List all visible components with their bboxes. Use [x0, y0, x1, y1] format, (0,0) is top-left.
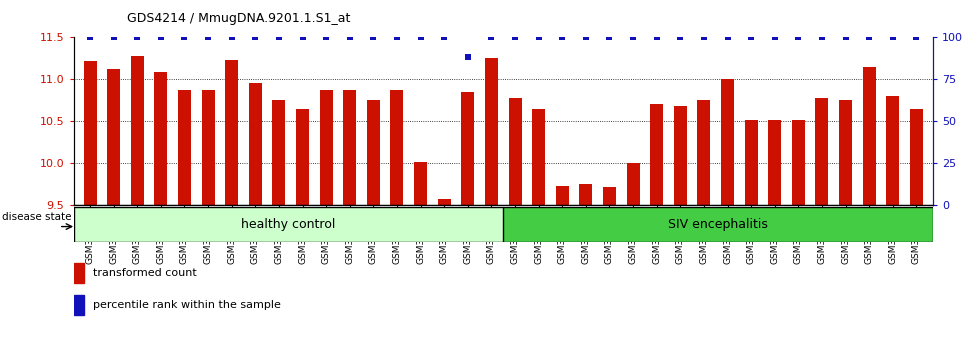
Bar: [768, 120, 781, 205]
Point: [719, 34, 735, 40]
Bar: [74, 295, 84, 315]
Bar: [721, 79, 734, 205]
Bar: [130, 56, 144, 205]
Text: GDS4214 / MmugDNA.9201.1.S1_at: GDS4214 / MmugDNA.9201.1.S1_at: [127, 12, 351, 25]
Text: transformed count: transformed count: [93, 268, 197, 278]
Bar: [815, 98, 828, 205]
Point: [318, 34, 334, 40]
Bar: [603, 187, 616, 205]
Point: [672, 34, 688, 40]
Bar: [556, 186, 568, 205]
Bar: [74, 207, 504, 242]
Point: [602, 34, 617, 40]
Point: [908, 34, 924, 40]
Bar: [462, 92, 474, 205]
Bar: [674, 106, 687, 205]
Bar: [626, 163, 640, 205]
Bar: [839, 100, 852, 205]
Bar: [107, 69, 121, 205]
Bar: [178, 90, 191, 205]
Point: [106, 34, 122, 40]
Point: [791, 34, 807, 40]
Bar: [862, 67, 876, 205]
Point: [436, 34, 452, 40]
Point: [743, 34, 759, 40]
Text: healthy control: healthy control: [241, 218, 335, 231]
Point: [176, 34, 192, 40]
Bar: [792, 120, 805, 205]
Point: [223, 34, 239, 40]
Bar: [509, 98, 521, 205]
Point: [885, 34, 901, 40]
Point: [531, 34, 547, 40]
Point: [82, 34, 98, 40]
Point: [696, 34, 711, 40]
Bar: [390, 90, 404, 205]
Bar: [367, 100, 380, 205]
Bar: [155, 72, 168, 205]
Point: [129, 34, 145, 40]
Point: [366, 34, 381, 40]
Text: SIV encephalitis: SIV encephalitis: [668, 218, 768, 231]
Bar: [272, 100, 285, 205]
Bar: [504, 207, 933, 242]
Point: [389, 34, 405, 40]
Bar: [579, 184, 592, 205]
Point: [555, 34, 570, 40]
Text: percentile rank within the sample: percentile rank within the sample: [93, 300, 281, 310]
Point: [413, 34, 428, 40]
Point: [625, 34, 641, 40]
Bar: [83, 61, 96, 205]
Bar: [249, 84, 262, 205]
Point: [508, 34, 523, 40]
Bar: [886, 96, 900, 205]
Point: [649, 34, 664, 40]
Point: [342, 34, 358, 40]
Bar: [485, 58, 498, 205]
Bar: [202, 90, 215, 205]
Bar: [343, 90, 357, 205]
Point: [200, 34, 216, 40]
Point: [460, 55, 475, 60]
Bar: [910, 109, 923, 205]
Point: [271, 34, 287, 40]
Bar: [319, 90, 332, 205]
Point: [861, 34, 877, 40]
Point: [814, 34, 830, 40]
Bar: [745, 120, 758, 205]
Bar: [438, 199, 451, 205]
Point: [767, 34, 783, 40]
Text: disease state: disease state: [2, 212, 72, 222]
Bar: [698, 100, 710, 205]
Point: [295, 34, 311, 40]
Bar: [74, 263, 84, 284]
Point: [578, 34, 594, 40]
Bar: [225, 60, 238, 205]
Bar: [650, 104, 663, 205]
Point: [483, 34, 499, 40]
Point: [248, 34, 264, 40]
Bar: [532, 109, 545, 205]
Bar: [415, 161, 427, 205]
Point: [153, 34, 169, 40]
Bar: [296, 109, 309, 205]
Point: [838, 34, 854, 40]
